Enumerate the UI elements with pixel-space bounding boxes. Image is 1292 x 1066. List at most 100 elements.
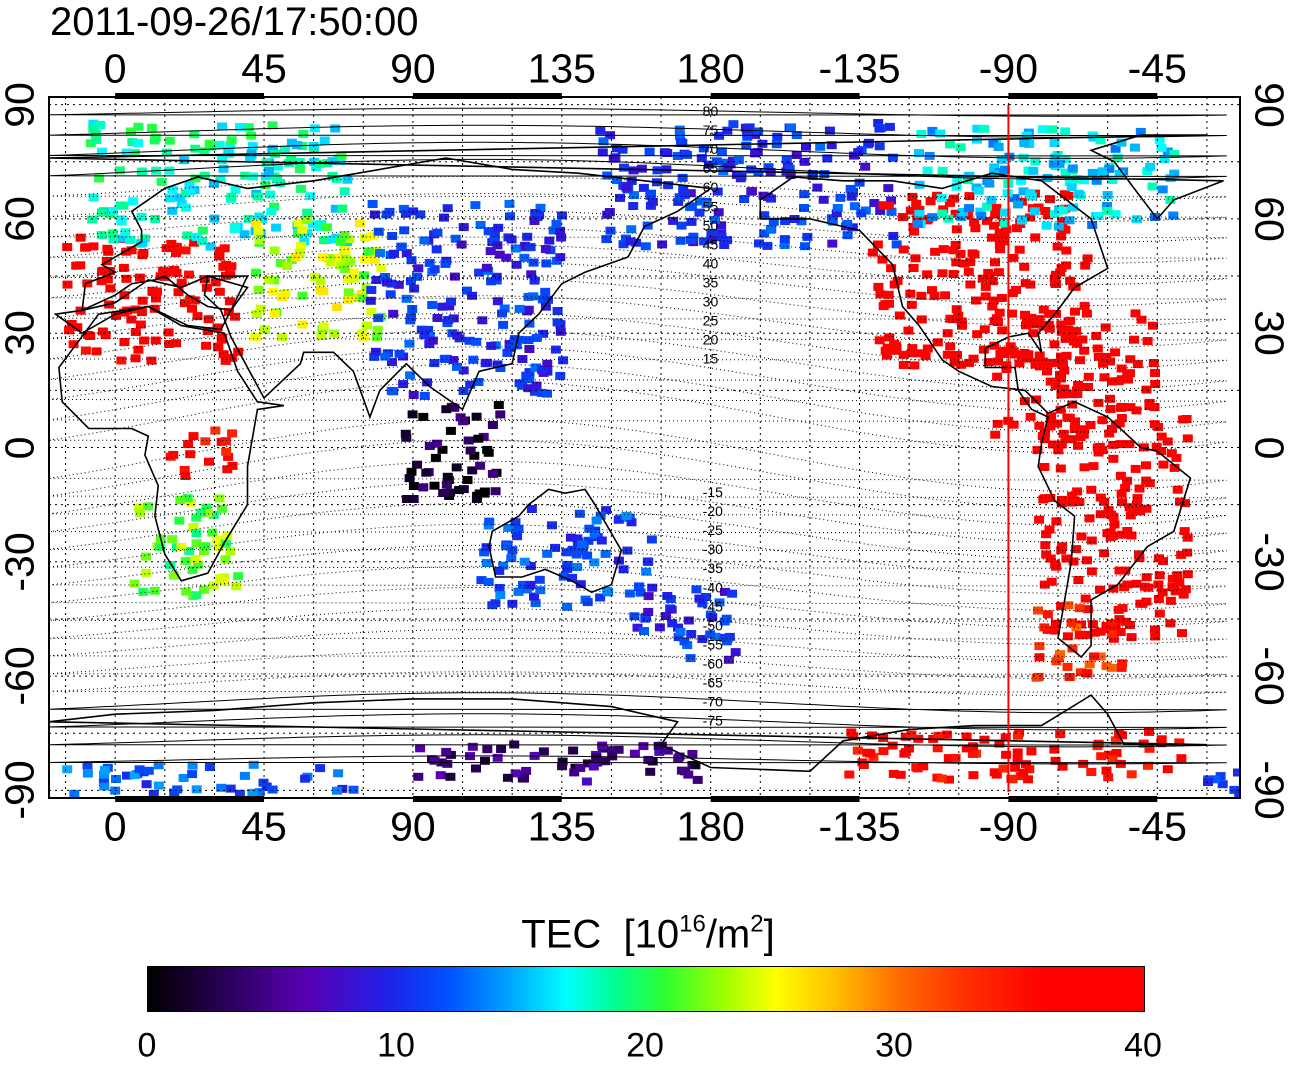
tec-cell <box>522 307 533 316</box>
tec-cell <box>900 732 911 741</box>
tec-cell <box>765 225 776 234</box>
lon-tick-label: -90 <box>978 803 1039 850</box>
tec-cell <box>1107 755 1118 764</box>
tec-cell <box>296 184 306 193</box>
tec-cell <box>518 580 528 589</box>
tec-cell <box>165 267 176 276</box>
tec-cell <box>622 546 633 555</box>
tec-cell <box>589 558 600 567</box>
tec-cell <box>223 452 234 461</box>
tec-cell <box>657 240 668 249</box>
tec-cell <box>220 437 231 446</box>
tec-cell <box>906 349 917 358</box>
tec-cell <box>526 505 537 513</box>
tec-cell <box>1153 595 1164 603</box>
tec-cell <box>156 177 167 186</box>
tec-cell <box>886 196 896 205</box>
tec-cell <box>673 197 684 206</box>
tec-cell <box>719 241 730 249</box>
tec-cell <box>779 241 790 249</box>
tec-cell <box>537 295 548 304</box>
tec-cell <box>229 223 240 232</box>
tec-cell <box>1054 159 1065 168</box>
tec-cell <box>961 744 972 753</box>
coastline <box>759 172 1192 659</box>
tec-cell <box>1178 590 1189 599</box>
tec-cell <box>340 254 351 263</box>
tec-cell <box>367 200 378 208</box>
tec-cell <box>695 197 705 206</box>
tec-cell <box>456 240 467 249</box>
tec-cell <box>1139 582 1150 591</box>
tec-cell <box>615 193 625 202</box>
tec-cell <box>82 769 93 778</box>
tec-cell <box>675 132 685 141</box>
tec-cell <box>253 227 264 236</box>
tec-cell <box>772 132 783 141</box>
tec-cell <box>440 259 451 268</box>
tec-cell <box>458 223 469 232</box>
tec-cell <box>950 209 961 218</box>
tec-cell <box>1125 403 1136 412</box>
tec-cell <box>938 205 949 214</box>
colorbar-title: TEC [1016/m2] <box>521 911 774 958</box>
coastline <box>58 305 285 582</box>
tec-cell <box>981 202 992 211</box>
tec-cell <box>161 244 172 253</box>
tec-cell <box>1044 309 1055 318</box>
tec-cell <box>679 637 690 646</box>
tec-cell <box>992 419 1003 428</box>
tec-cell <box>800 242 810 251</box>
tec-cell <box>906 730 917 739</box>
tec-cell <box>359 271 370 280</box>
tec-cell <box>366 232 377 241</box>
tec-cell <box>1082 556 1092 565</box>
tec-cell <box>1038 357 1049 366</box>
tec-cell <box>1062 632 1073 641</box>
tec-cell <box>988 296 999 305</box>
tec-cell <box>431 245 442 254</box>
tec-cell <box>964 358 975 367</box>
tec-cell <box>227 461 238 470</box>
tec-cell <box>716 221 727 230</box>
tec-cell <box>321 223 332 232</box>
tec-cell <box>728 156 738 165</box>
tec-cell <box>676 138 686 147</box>
tec-cell <box>493 223 504 232</box>
tec-cell <box>1051 517 1062 526</box>
tec-cell <box>398 380 409 389</box>
tec-cell <box>894 311 905 320</box>
tec-cell <box>1150 632 1161 641</box>
tec-cell <box>1034 421 1045 430</box>
magnetic-contour <box>49 418 1227 492</box>
tec-cell <box>1031 395 1041 404</box>
tec-cell <box>936 194 947 202</box>
tec-cell <box>481 358 492 367</box>
tec-cell <box>988 139 999 148</box>
tec-cell <box>442 472 453 481</box>
tec-cell <box>492 753 503 762</box>
tec-cell <box>243 123 254 132</box>
tec-cell <box>949 358 960 367</box>
tec-cell <box>898 245 909 254</box>
tec-cell <box>1041 221 1052 230</box>
tec-cell <box>348 293 359 302</box>
tec-cell <box>340 246 351 255</box>
tec-cell <box>1114 566 1125 575</box>
colorbar-tick-label: 10 <box>377 1026 415 1065</box>
tec-cell <box>640 242 651 251</box>
tec-cell <box>643 755 654 764</box>
tec-cell <box>1095 652 1106 661</box>
tec-cell <box>1141 385 1152 394</box>
tec-cell <box>105 284 116 293</box>
tec-cell <box>965 258 976 267</box>
tec-cell <box>1066 435 1077 444</box>
tec-cell <box>239 771 250 780</box>
tec-cell <box>1182 570 1193 579</box>
tec-cell <box>827 239 838 248</box>
tec-cell <box>1093 352 1104 361</box>
tec-cell <box>489 237 500 246</box>
tec-cell <box>887 741 898 750</box>
tec-cell <box>212 323 223 332</box>
tec-cell <box>299 237 310 246</box>
